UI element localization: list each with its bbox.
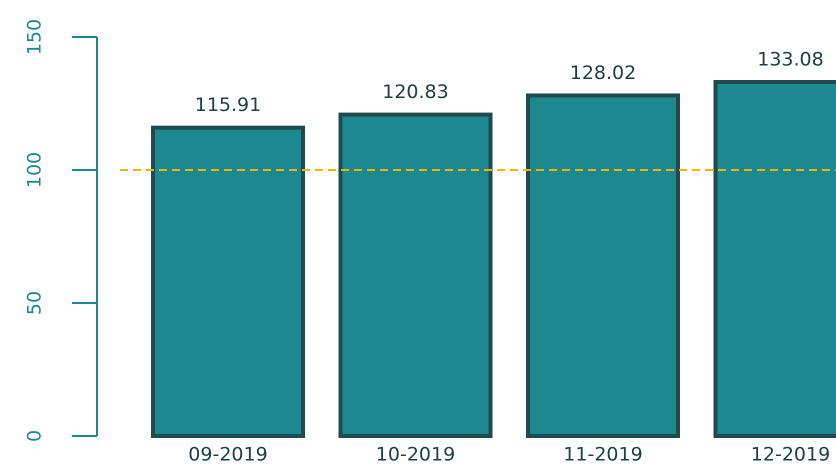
data-label: 133.08	[757, 49, 823, 71]
x-tick-label: 11-2019	[563, 444, 642, 465]
y-tick-label: 50	[24, 291, 46, 315]
x-tick-label: 09-2019	[188, 444, 267, 465]
bar	[338, 112, 493, 439]
x-tick-label: 12-2019	[751, 444, 830, 465]
bar	[151, 125, 305, 438]
x-tick-label: 10-2019	[376, 444, 455, 465]
y-tick-label: 0	[24, 430, 46, 442]
bar	[713, 80, 836, 438]
data-label: 128.02	[570, 62, 636, 84]
y-tick-label: 100	[24, 152, 46, 188]
data-label: 115.91	[195, 94, 261, 116]
data-label: 120.83	[382, 81, 448, 103]
y-tick-label: 150	[24, 19, 46, 55]
bar	[526, 93, 680, 438]
